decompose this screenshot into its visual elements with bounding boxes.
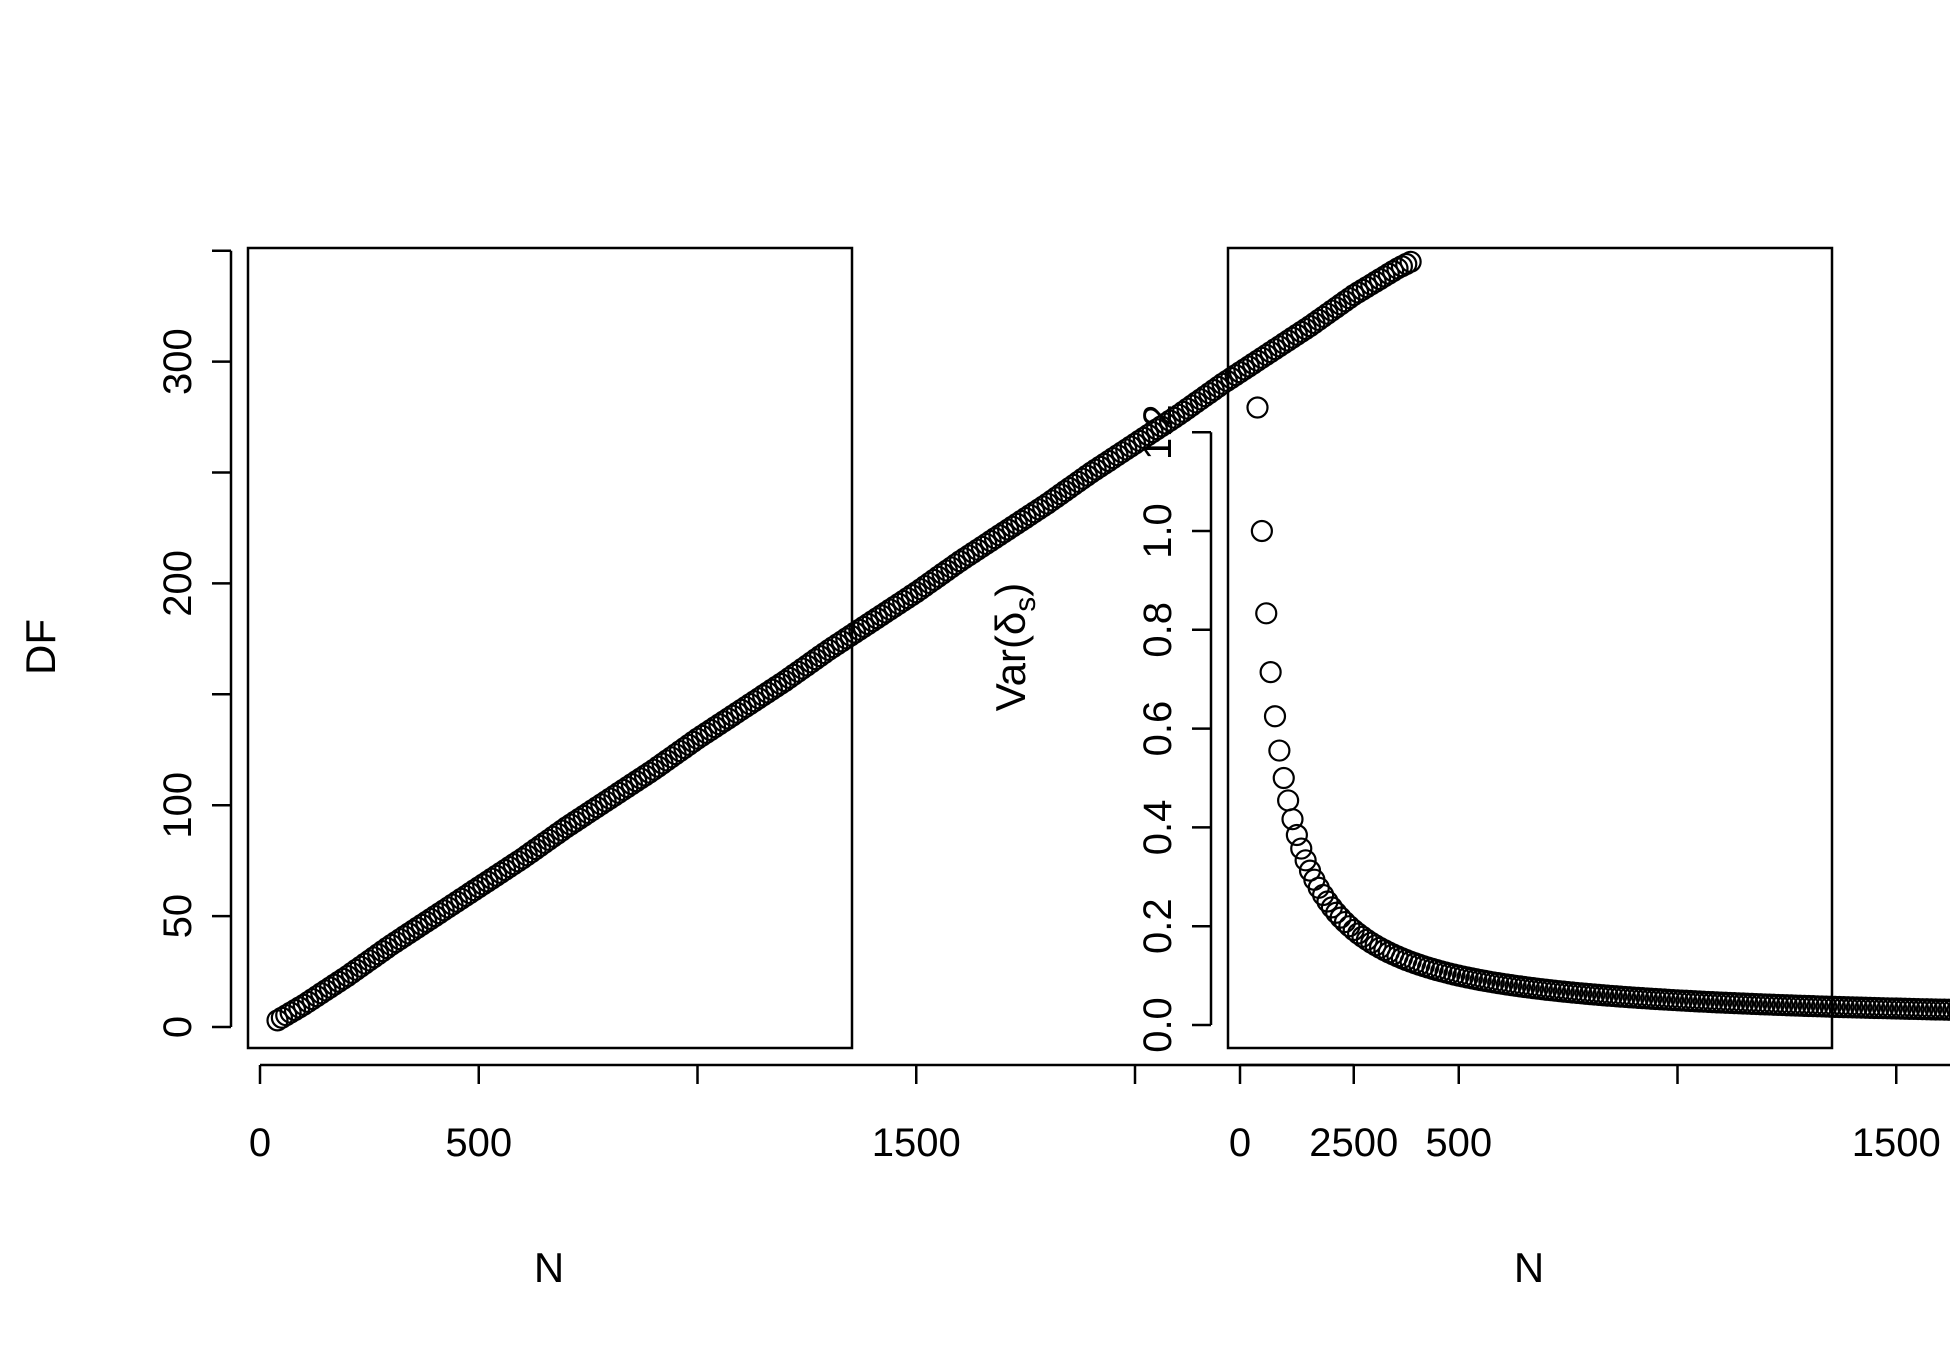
data-point	[1272, 766, 1295, 790]
data-point	[1277, 789, 1300, 812]
plot-frame	[1226, 246, 1834, 1050]
y-tick-label: 300	[156, 328, 200, 395]
x-tick-label: 2500	[1309, 1121, 1398, 1165]
data-point	[1316, 890, 1339, 913]
data-point	[1259, 661, 1282, 684]
y-tick-label: 1.0	[1136, 503, 1180, 559]
y-tick-label: 0	[156, 1016, 200, 1038]
x-tick-label: 0	[249, 1121, 271, 1165]
y-tick-label: 0.8	[1136, 602, 1180, 658]
right-y-axis-title-close: )	[987, 583, 1034, 597]
y-tick-label: 0.0	[1136, 997, 1180, 1053]
left-y-axis-title: DF	[17, 619, 64, 675]
right-y-axis-title-sub: s	[1009, 597, 1042, 612]
data-point	[1338, 915, 1361, 938]
data-point	[1246, 396, 1269, 419]
data-point	[1255, 602, 1278, 625]
y-tick-label: 100	[156, 772, 200, 839]
data-point	[1294, 849, 1317, 872]
plot-frame	[246, 246, 854, 1050]
data-point	[1946, 1001, 1950, 1019]
x-tick-label: 1500	[1852, 1121, 1941, 1165]
data-point	[1290, 837, 1313, 860]
y-tick-label: 50	[156, 894, 200, 939]
y-tick-label: 1.2	[1136, 404, 1180, 460]
x-tick-label: 1500	[872, 1121, 961, 1165]
right-chart-panel: 0 500 1500 2500 0.0 0.2 0.4 0.6 0.8 1.0 1.2	[1136, 246, 1950, 1165]
right-x-axis-title: N	[1514, 1244, 1544, 1291]
data-point	[1399, 250, 1422, 273]
left-x-axis-title: N	[534, 1244, 564, 1291]
data-point	[1942, 999, 1950, 1021]
data-point	[1281, 808, 1304, 831]
left-chart-panel: 0 500 1500 2500 0 50 100 200 300	[156, 246, 1422, 1165]
y-tick-label: 0.2	[1136, 898, 1180, 954]
y-tick-label: 200	[156, 550, 200, 617]
data-point	[1268, 739, 1291, 762]
x-tick-label: 500	[1425, 1121, 1492, 1165]
x-tick-label: 0	[1229, 1121, 1251, 1165]
data-point	[1263, 705, 1287, 728]
x-tick-label: 500	[445, 1121, 512, 1165]
right-y-axis-title-main: Var(δ	[987, 612, 1034, 712]
data-point	[1285, 823, 1308, 847]
data-point	[1250, 519, 1273, 543]
y-tick-label: 0.6	[1136, 701, 1180, 757]
y-tick-label: 0.4	[1136, 800, 1180, 856]
right-y-axis-title: Var(δs)	[987, 583, 1042, 712]
data-point	[1329, 906, 1352, 929]
